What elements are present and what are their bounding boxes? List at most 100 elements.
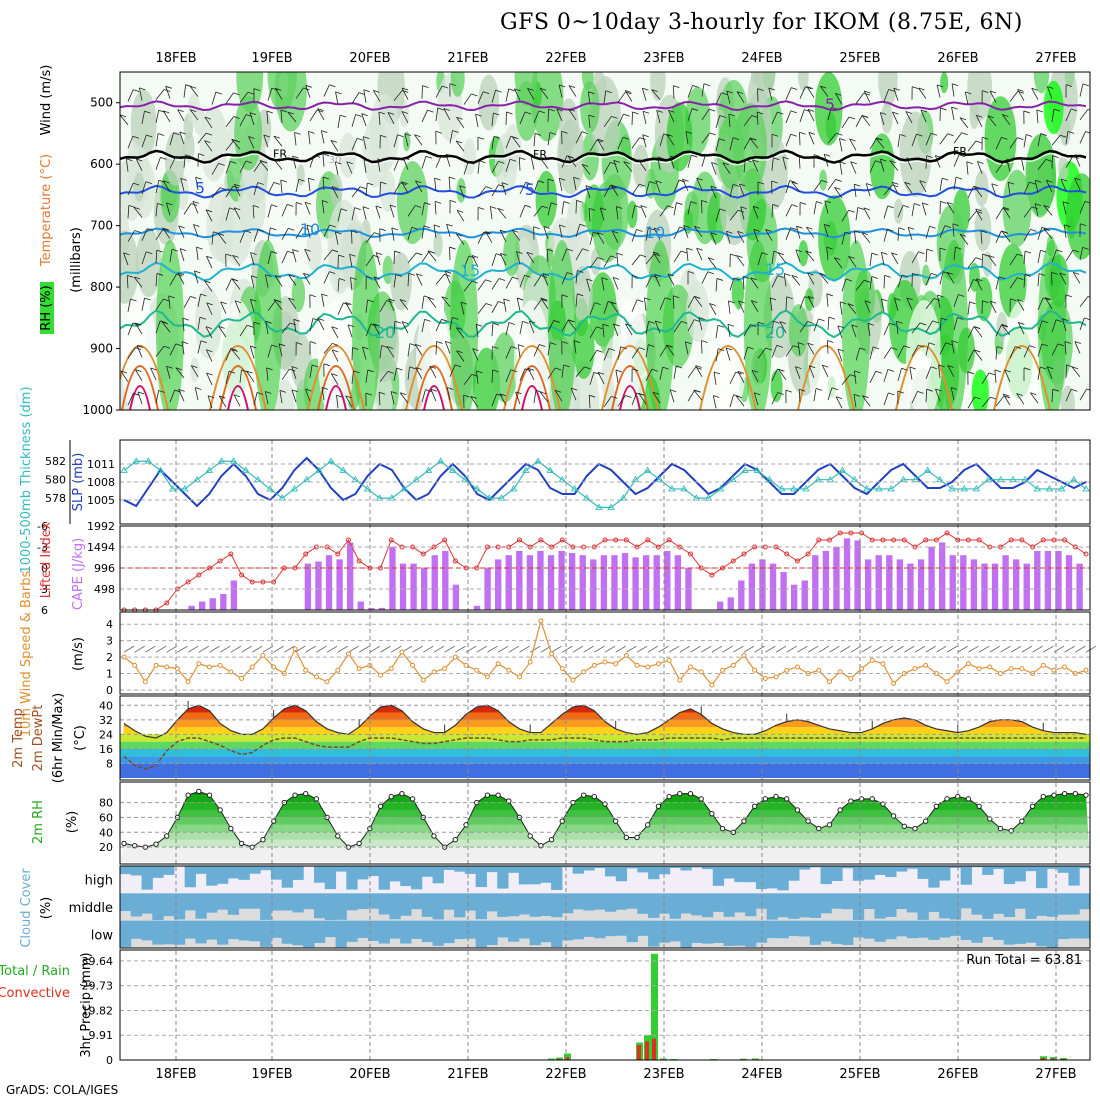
wind-barb xyxy=(839,138,843,152)
wind-barb-flag xyxy=(771,133,779,137)
wind-speed-point xyxy=(677,677,683,683)
wind-barb xyxy=(796,226,801,239)
wind-barb xyxy=(197,340,202,354)
cape-tick-label: 1494 xyxy=(87,541,115,554)
rh-point xyxy=(612,818,619,824)
rh-shading xyxy=(1067,217,1076,239)
wind-barb-flag xyxy=(163,110,170,114)
temp-contour-35 xyxy=(619,385,641,410)
wind-barb xyxy=(421,109,428,123)
wind-barb-flag xyxy=(1017,277,1024,280)
cloud-cell xyxy=(777,866,789,891)
surface-wind-barb xyxy=(733,645,744,653)
rh-shading xyxy=(666,102,693,172)
wind-barb xyxy=(959,117,969,129)
temp-contour-25 xyxy=(699,345,757,410)
wind-barb-flag xyxy=(892,111,899,115)
temp-contour-10 xyxy=(120,227,1087,239)
wind-barb xyxy=(267,182,275,195)
wind-speed-point xyxy=(859,666,865,672)
wind-barb xyxy=(558,178,563,192)
wind-barb xyxy=(225,207,230,221)
wind-barb xyxy=(150,367,157,380)
rh-point xyxy=(238,840,245,847)
wind-barb xyxy=(1051,319,1057,333)
surface-wind-barb xyxy=(818,645,829,653)
wind-barb xyxy=(414,344,423,356)
wind-barb xyxy=(134,322,143,335)
wind-barb-flag xyxy=(757,181,765,185)
wind-barb xyxy=(225,92,234,104)
wind-barb-flag xyxy=(291,389,299,393)
cape-bar xyxy=(833,546,840,610)
wind-barb xyxy=(306,224,311,238)
wind-barb-flag xyxy=(893,87,900,91)
wind-barb xyxy=(939,342,947,355)
wind-barb xyxy=(897,205,904,218)
wind-barb xyxy=(894,298,899,311)
wind-barb-flag xyxy=(289,368,296,372)
li-point xyxy=(164,600,170,606)
wind-barb-flag xyxy=(1052,155,1059,159)
rh-shading xyxy=(275,379,295,410)
wind-barb-flag xyxy=(799,201,807,205)
wind-barb-flag xyxy=(710,232,718,236)
wind-barb xyxy=(393,90,403,101)
wind-barb-flag xyxy=(127,275,134,278)
cloud-cell xyxy=(357,893,369,910)
wind-barb xyxy=(401,321,409,334)
wind-barb-flag xyxy=(362,346,369,350)
wind-barb xyxy=(687,296,695,308)
wind-barb xyxy=(672,85,675,99)
surface-wind-barb xyxy=(904,645,915,653)
contour-label: FR xyxy=(273,147,287,160)
rh-point xyxy=(655,803,662,809)
wind-barb xyxy=(974,186,983,198)
cloud-cell xyxy=(896,920,908,937)
date-label-top: 24FEB xyxy=(741,51,782,66)
thickness-point xyxy=(534,457,542,464)
wind-barb xyxy=(281,228,289,240)
wind-barb xyxy=(989,90,997,103)
wind-barb xyxy=(1001,324,1011,336)
wind-barb-flag xyxy=(233,116,240,119)
wind-barb xyxy=(696,248,703,261)
wind-barb xyxy=(456,210,465,222)
wind-barb xyxy=(712,395,717,409)
wind-barb xyxy=(206,256,213,269)
wind-barb xyxy=(631,299,638,312)
wind-barb-flag xyxy=(958,294,965,297)
wind-barb xyxy=(709,303,717,315)
wind-barb xyxy=(375,252,381,266)
ylabel-cape: CAPE (J/kg) xyxy=(71,538,86,610)
wind-barb-flag xyxy=(397,134,404,138)
wind-barb xyxy=(883,229,888,242)
wind-barb-flag xyxy=(292,155,299,159)
wind-speed-point xyxy=(645,664,651,670)
wind-barb xyxy=(567,319,577,331)
wind-barb-flag xyxy=(467,161,475,165)
wind-barb xyxy=(1001,231,1011,242)
wind-barb-flag xyxy=(666,344,673,348)
wind-barb xyxy=(967,279,974,292)
wind-barb-flag xyxy=(256,392,264,395)
wind-barb-flag xyxy=(1074,341,1081,344)
wind-barb xyxy=(827,317,830,331)
wind-barb-flag xyxy=(1071,366,1078,370)
cape-bar xyxy=(727,597,734,610)
rh-point xyxy=(826,822,833,828)
wind-barb xyxy=(120,370,129,383)
cape-bar xyxy=(896,559,904,610)
wind-barb-flag xyxy=(181,341,189,344)
wind-speed-point xyxy=(826,679,832,685)
wind-barb xyxy=(540,157,549,169)
wind-barb xyxy=(218,326,227,338)
wind-barb-flag xyxy=(294,131,301,135)
wind-barb xyxy=(953,317,958,331)
wind-barb xyxy=(568,108,577,121)
wind-barb xyxy=(347,324,353,338)
cloud-cell xyxy=(249,920,261,942)
wind-barb-flag xyxy=(329,84,336,88)
wind-barb-flag xyxy=(1040,133,1047,136)
wind-barb xyxy=(701,108,710,121)
